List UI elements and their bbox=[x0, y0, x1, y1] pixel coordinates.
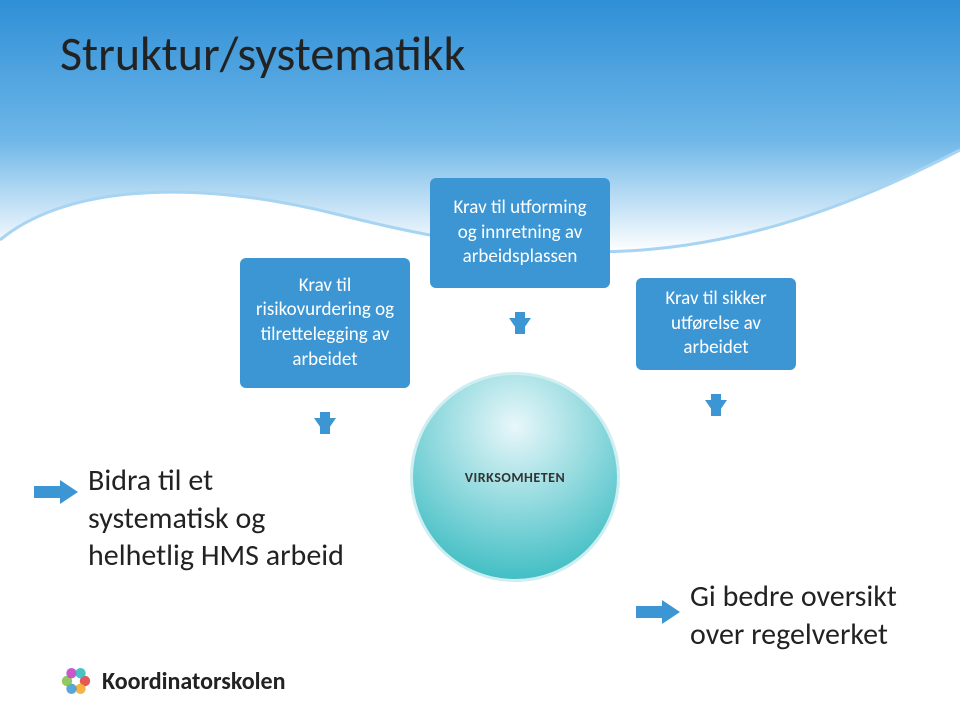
box-utforming: Krav til utforming og innretning av arbe… bbox=[430, 178, 610, 288]
logo: Koordinatorskolen bbox=[58, 663, 285, 699]
arrow-down-right bbox=[705, 400, 727, 416]
box-sikker-utforelse: Krav til sikker utførelse av arbeidet bbox=[636, 278, 796, 370]
bullet-text-right: Gi bedre oversiktover regelverket bbox=[690, 578, 897, 653]
bullet-arrow-right bbox=[634, 598, 682, 626]
bullet-arrow-left bbox=[32, 478, 80, 506]
arrow-down-left bbox=[314, 418, 336, 434]
logo-text: Koordinatorskolen bbox=[102, 667, 285, 696]
arrow-down-center bbox=[509, 318, 531, 334]
logo-icon bbox=[58, 663, 94, 699]
bullet-text-left: Bidra til etsystematisk oghelhetlig HMS … bbox=[88, 462, 344, 575]
slide-title: Struktur/systematikk bbox=[60, 24, 465, 83]
virksomheten-circle: VIRKSOMHETEN bbox=[410, 372, 620, 582]
box-risikovurdering: Krav til risikovurdering og tilrettelegg… bbox=[240, 258, 410, 388]
virksomheten-label: VIRKSOMHETEN bbox=[465, 469, 565, 486]
